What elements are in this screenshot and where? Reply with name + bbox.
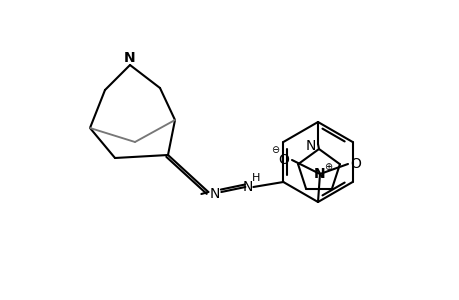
Text: ⊕: ⊕	[323, 162, 331, 172]
Text: N: N	[241, 180, 252, 194]
Text: N: N	[209, 187, 219, 201]
Text: N: N	[313, 167, 325, 181]
Text: H: H	[252, 173, 260, 183]
Text: O: O	[350, 157, 361, 171]
Text: ⊖: ⊖	[270, 145, 279, 155]
Text: N: N	[305, 139, 315, 153]
Text: N: N	[124, 51, 135, 65]
Text: O: O	[278, 153, 289, 167]
